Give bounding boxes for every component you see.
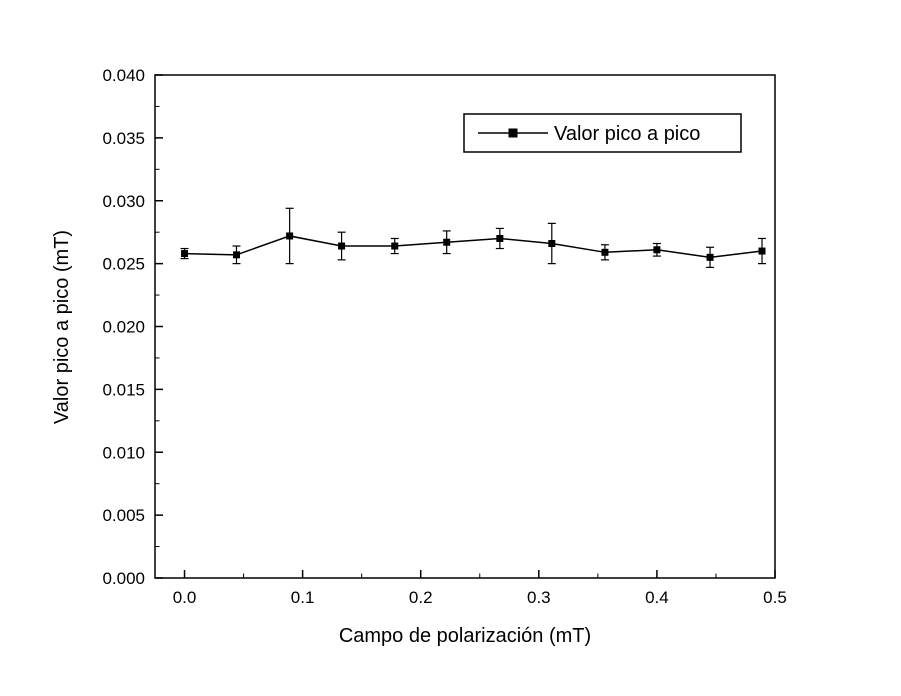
y-tick-label: 0.010 (102, 443, 145, 462)
y-tick-label: 0.030 (102, 192, 145, 211)
x-tick-label: 0.3 (527, 588, 551, 607)
data-point-marker (758, 247, 766, 255)
data-point-marker (496, 234, 504, 242)
data-point-marker (391, 242, 399, 250)
y-tick-label: 0.025 (102, 255, 145, 274)
y-tick-label: 0.015 (102, 380, 145, 399)
data-point-marker (601, 248, 609, 256)
y-tick-label: 0.020 (102, 318, 145, 337)
data-point-marker (443, 238, 451, 246)
x-tick-label: 0.5 (763, 588, 787, 607)
legend-label: Valor pico a pico (554, 123, 700, 145)
data-point-marker (548, 240, 556, 248)
x-tick-label: 0.1 (291, 588, 315, 607)
x-tick-label: 0.0 (173, 588, 197, 607)
data-point-marker (232, 251, 240, 259)
y-tick-label: 0.000 (102, 569, 145, 588)
y-tick-label: 0.005 (102, 506, 145, 525)
x-tick-label: 0.2 (409, 588, 433, 607)
series-line (184, 235, 763, 259)
y-tick-label: 0.040 (102, 66, 145, 85)
data-point-marker (286, 232, 294, 240)
data-point-marker (653, 246, 661, 254)
y-tick-label: 0.035 (102, 129, 145, 148)
x-tick-label: 0.4 (645, 588, 669, 607)
axis-ticks (155, 74, 776, 579)
data-point-marker (706, 253, 714, 261)
y-axis-title: Valor pico a pico (mT) (51, 230, 73, 424)
data-point-marker (181, 250, 189, 258)
data-series (180, 207, 767, 268)
x-axis-title: Campo de polarización (mT) (339, 625, 591, 647)
data-point-marker (338, 242, 346, 250)
axis-tick-labels: 0.0 0.1 0.2 0.3 0.4 0.5 0.000 0.005 0.010 0.015 0.… (102, 66, 786, 607)
legend: Valor pico a pico (463, 113, 742, 153)
legend-sample-marker (508, 128, 518, 138)
